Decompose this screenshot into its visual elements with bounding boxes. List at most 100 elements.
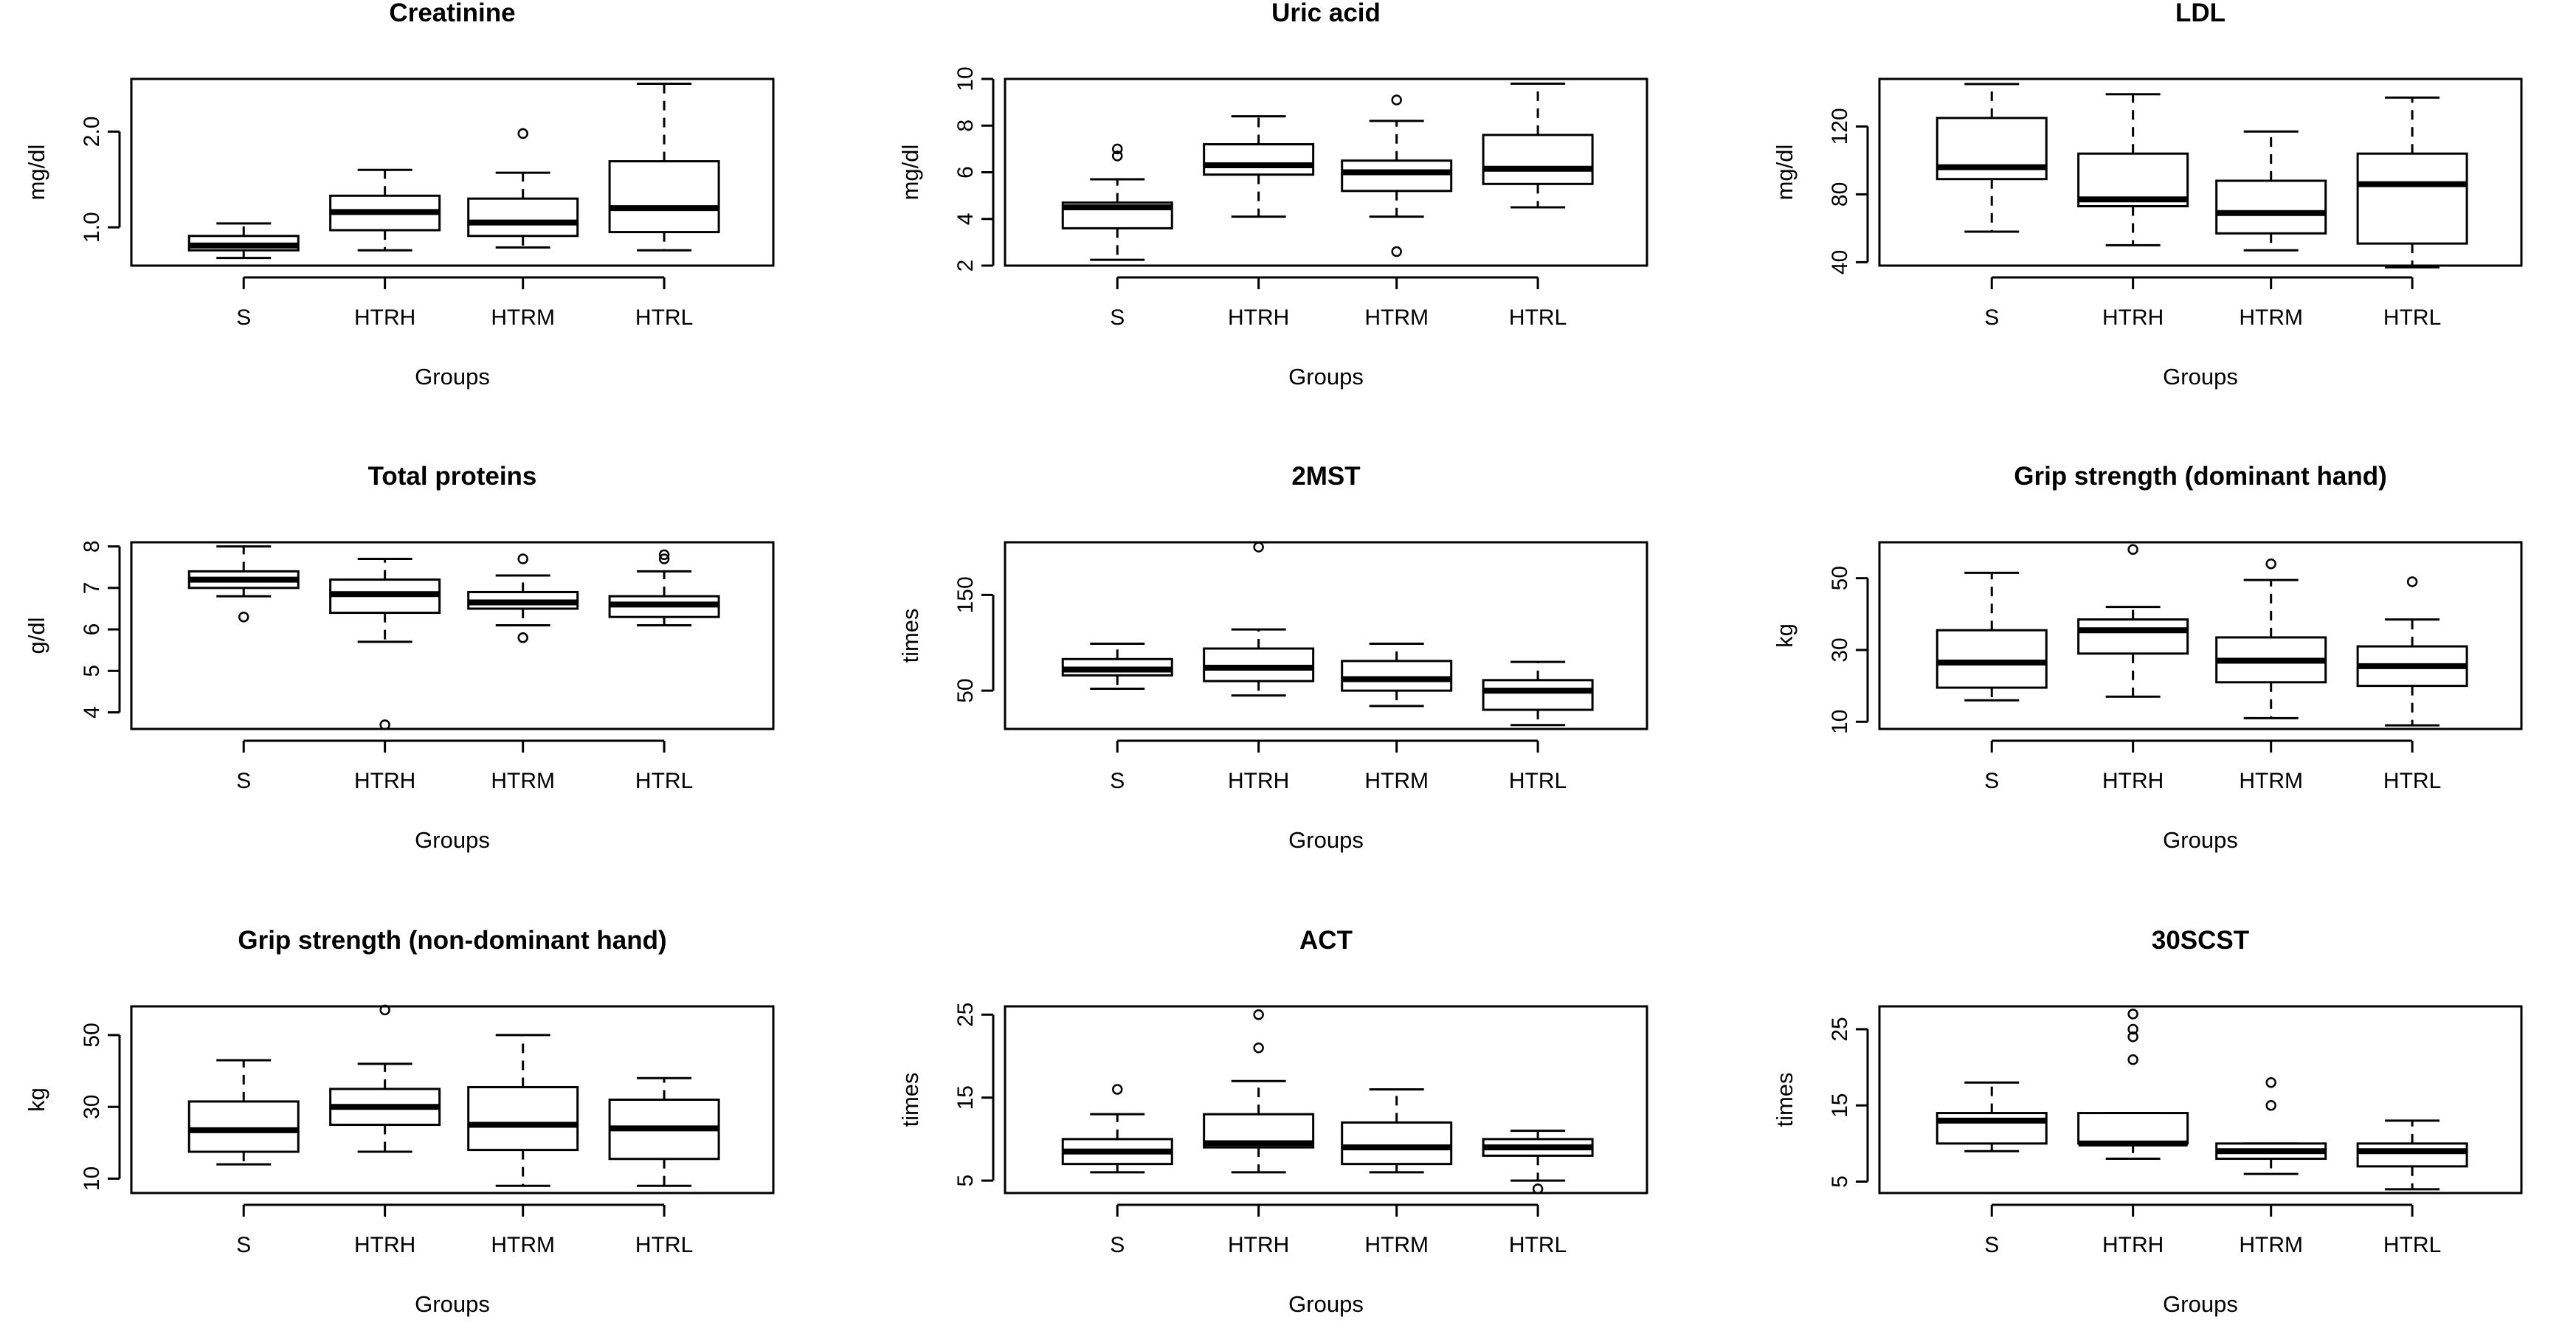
x-axis-label: Groups [1288,1291,1364,1317]
outlier-point [1391,94,1402,106]
box-HTRH [2077,93,2189,246]
x-axis-label: Groups [2163,364,2238,390]
y-axis-label: kg [24,1088,49,1112]
outlier-point [2127,1054,2138,1065]
box-HTRM [2215,558,2327,719]
x-tick-label: HTRM [2239,1233,2303,1257]
x-tick-label: HTRH [354,769,415,793]
outlier-point [379,1004,390,1016]
plot-frame [130,77,775,267]
box-HTRM [1341,643,1453,708]
iqr-box [2356,1142,2468,1168]
boxplot-panel: Grip strength (non-dominant hand) 10 30 50 k… [24,926,775,1317]
box-HTRM [467,128,579,249]
x-tick-label: HTRM [2239,769,2303,793]
outlier-point [517,632,528,643]
outlier-point [517,553,528,564]
y-tick-label: 2.0 [80,116,104,147]
box-S [187,545,300,623]
x-tick-label: S [1110,1233,1125,1257]
outlier-point [1112,1084,1123,1095]
box-HTRH [329,168,441,252]
box-HTRL [1482,1130,1594,1195]
y-tick-label: 6 [80,623,104,636]
y-tick-label: 25 [1828,1017,1852,1041]
iqr-box [1203,143,1315,176]
x-tick-label: HTRM [1364,769,1429,793]
x-tick-label: HTRL [635,305,693,330]
iqr-box [467,197,579,238]
x-axis-label: Groups [2163,1291,2238,1317]
outlier-point [658,549,670,561]
plot-frame [1004,77,1648,267]
x-tick-label: S [236,305,251,330]
outlier-point [1253,1009,1264,1020]
box-S [1061,1084,1173,1174]
box-HTRH [1203,1009,1315,1174]
outlier-point [2127,1031,2138,1043]
boxplot-panel: 30SCST 5 15 25 times S HTRH HTRM HTRL Groups [1772,926,2523,1317]
boxplot-panel: ACT 5 15 25 times S HTRH HTRM HTRL Groups [897,926,1648,1317]
iqr-box [2077,618,2189,655]
box-S [1061,643,1173,691]
y-axis-label: times [1772,1072,1798,1127]
box-HTRH [329,557,441,730]
panel-title: Uric acid [1271,0,1381,27]
y-tick-label: 4 [80,706,104,719]
iqr-box [1482,679,1594,711]
y-tick-label: 2 [953,260,978,272]
outlier-point [2127,1023,2138,1035]
iqr-box [2356,152,2468,245]
x-tick-label: HTRH [2102,1233,2164,1257]
x-axis-label: Groups [415,364,490,390]
y-tick-label: 7 [80,582,104,595]
plot-frame [130,541,775,730]
plot-frame [1878,541,2523,730]
outlier-point [1112,151,1123,162]
x-tick-label: HTRL [1509,1233,1567,1257]
box-S [1936,571,2048,702]
outlier-point [1112,143,1123,155]
x-tick-label: HTRH [1228,769,1289,793]
y-axis-label: times [897,608,923,663]
y-axis-label: times [897,1072,923,1127]
outlier-point [2127,1009,2138,1020]
outlier-point [658,553,670,564]
y-axis-label: g/dl [24,618,49,654]
iqr-box [1341,159,1453,193]
box-HTRL [2356,96,2468,269]
iqr-box [467,1085,579,1152]
iqr-box [608,160,720,234]
box-S [1061,143,1173,261]
panel-title: Grip strength (dominant hand) [2014,462,2387,491]
y-tick-label: 15 [953,1085,978,1110]
iqr-box [1482,134,1594,185]
outlier-point [2265,1077,2276,1088]
boxplot-panel: Grip strength (dominant hand) 10 30 50 kg S HT… [1772,462,2523,853]
iqr-box [2215,179,2327,235]
panel-title: Total proteins [368,462,537,491]
x-tick-label: HTRM [1364,1233,1429,1257]
outlier-point [2406,576,2418,587]
box-HTRM [1341,94,1453,257]
boxplot-panel: LDL 40 80 120 mg/dl S HTRH HTRM HTRL Groups [1772,0,2523,390]
x-tick-label: HTRM [2239,305,2303,330]
x-tick-label: HTRL [1509,305,1567,330]
x-tick-label: HTRH [1228,305,1289,330]
panel-title: Grip strength (non-dominant hand) [238,926,666,955]
x-tick-label: HTRH [354,1233,415,1257]
iqr-box [1936,629,2048,689]
plot-frame [1878,77,2523,267]
y-tick-label: 5 [953,1175,978,1187]
iqr-box [2077,1112,2189,1145]
x-tick-label: HTRL [2383,1233,2441,1257]
boxplot-panel: Uric acid 2 4 6 8 10 mg/dl S HTRH HTRM HTRL Groups [897,0,1648,390]
y-tick-label: 50 [1828,566,1852,590]
y-tick-label: 80 [1828,182,1852,207]
x-tick-label: HTRM [491,305,555,330]
x-tick-label: HTRL [1509,769,1567,793]
box-HTRL [608,549,720,626]
x-tick-label: HTRL [2383,769,2441,793]
box-HTRH [2077,544,2189,698]
y-tick-label: 50 [953,678,978,702]
